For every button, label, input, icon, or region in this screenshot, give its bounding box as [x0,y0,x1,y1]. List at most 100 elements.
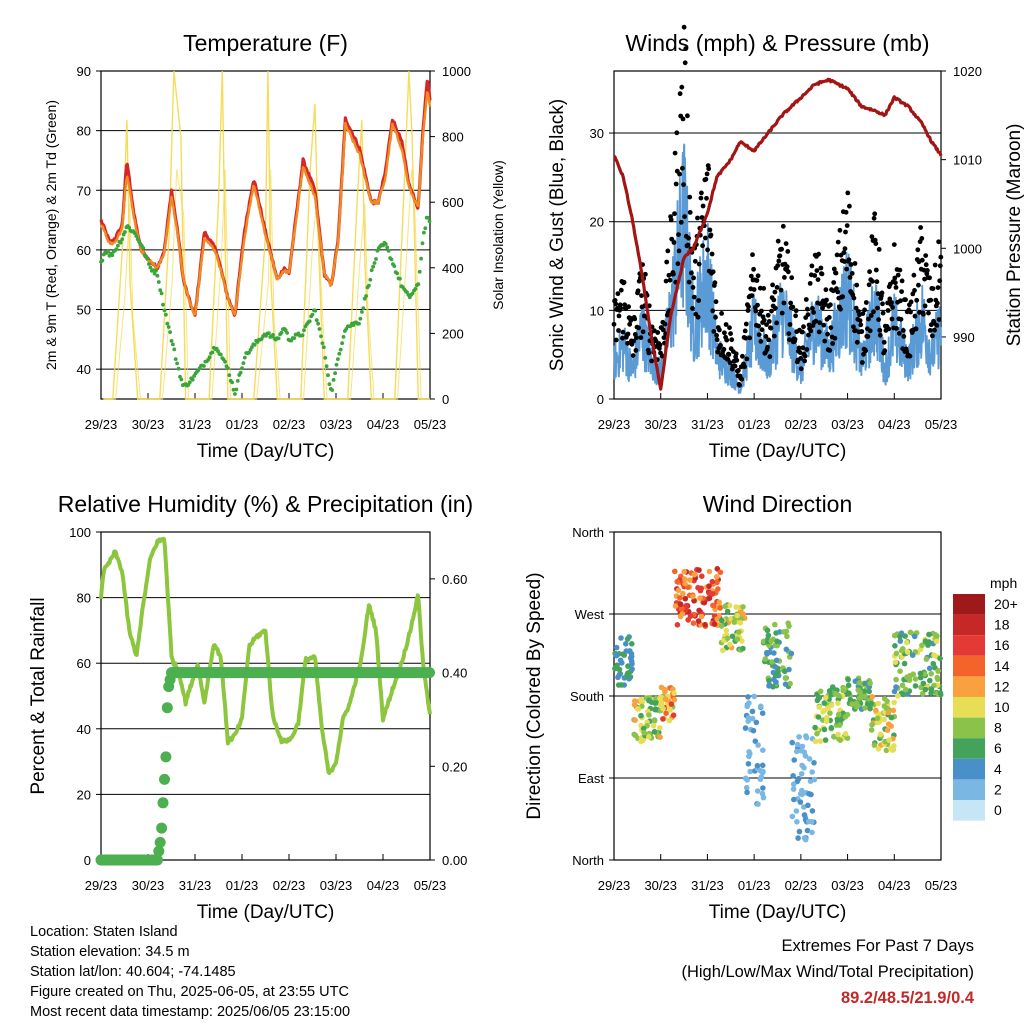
gust-point [785,249,791,254]
y-axis-title: Percent & Total Rainfall [28,597,49,794]
dewpoint-point [416,282,421,287]
dewpoint-point [313,308,318,313]
direction-point [794,741,801,748]
gust-point [938,254,944,260]
gust-point [673,181,679,187]
direction-point [677,595,683,601]
gust-point [842,246,848,252]
gust-point [872,211,878,217]
direction-point [797,799,804,805]
gust-point [774,285,780,290]
gust-point [757,285,763,291]
gust-point [796,345,802,351]
gust-point [727,325,732,331]
direction-point [759,762,766,769]
direction-point [873,707,879,714]
gust-point [880,310,886,316]
gust-point [723,322,729,327]
gust-point [859,329,865,334]
dewpoint-point [383,242,388,246]
direction-point [783,646,790,653]
panel-temperature: 29/23 30/23 31/23 01/23 02/23 03/23 04/23 05/23… [43,30,506,462]
gust-point [802,353,808,359]
gust-point [876,317,881,322]
gust-point [899,278,905,284]
gust-point [789,275,795,281]
gust-point [824,297,829,303]
gust-point [756,332,762,338]
direction-point [759,790,766,797]
direction-point [771,676,777,683]
direction-point [928,686,934,692]
dewpoint-point [385,245,390,250]
dewpoint-point [231,387,236,392]
gust-point [655,330,661,335]
direction-point [691,598,697,604]
y-axis-title: Direction (Colored By Speed) [524,572,545,819]
dewpoint-point [276,336,281,341]
dewpoint-point [326,373,330,378]
gust-point [685,113,690,119]
gust-point [819,271,825,277]
direction-point [801,812,808,818]
gust-point [934,323,940,328]
direction-point [904,674,910,680]
direction-point [867,705,873,712]
x-tick-label: 05/23 [925,417,958,432]
gust-point [809,263,815,269]
direction-point [640,725,647,732]
direction-point [696,607,702,614]
series-precipitation [95,667,435,866]
direction-point [746,749,752,755]
gust-point [680,165,685,171]
gust-point [932,327,937,333]
gust-point [649,358,654,364]
gust-point [911,272,917,278]
gust-point [709,251,715,257]
direction-point [797,791,804,797]
direction-point [745,694,751,700]
gust-point [763,334,769,339]
legend-swatch [953,697,985,718]
direction-point [796,828,803,835]
gust-point [736,368,741,373]
gust-point [916,282,921,288]
x-tick-label: 31/23 [691,417,724,432]
gust-point [831,280,837,285]
direction-point [911,633,918,640]
gust-point [835,239,841,245]
gust-point [785,269,791,275]
direction-point [937,655,943,662]
direction-point [682,581,688,587]
direction-point [753,719,760,726]
extremes-subtitle: (High/Low/Max Wind/Total Precipitation) [681,963,974,981]
gust-point [755,273,761,279]
gust-point [926,310,931,316]
gust-point [811,310,816,315]
direction-point [717,569,724,576]
direction-point [934,633,940,639]
gust-point [725,356,731,362]
gust-point [662,321,668,327]
legend-label: 10 [994,699,1010,715]
y-tick-label: 30 [590,126,604,141]
direction-point [798,747,805,754]
gust-point [870,278,875,284]
direction-point [790,781,797,787]
gust-point [881,339,887,345]
gust-point [771,333,777,339]
gust-point [667,277,673,283]
gust-point [863,300,869,305]
direction-point [666,717,673,724]
gust-point [921,267,927,273]
gust-point [626,304,631,310]
direction-point [817,688,824,695]
dewpoint-point [271,333,275,337]
dewpoint-point [238,370,243,375]
legend-label: 20+ [994,596,1018,612]
gust-point [848,262,854,267]
gust-point [823,287,829,293]
dewpoint-point [156,280,161,284]
gust-point [894,326,899,331]
dewpoint-point [175,361,180,366]
